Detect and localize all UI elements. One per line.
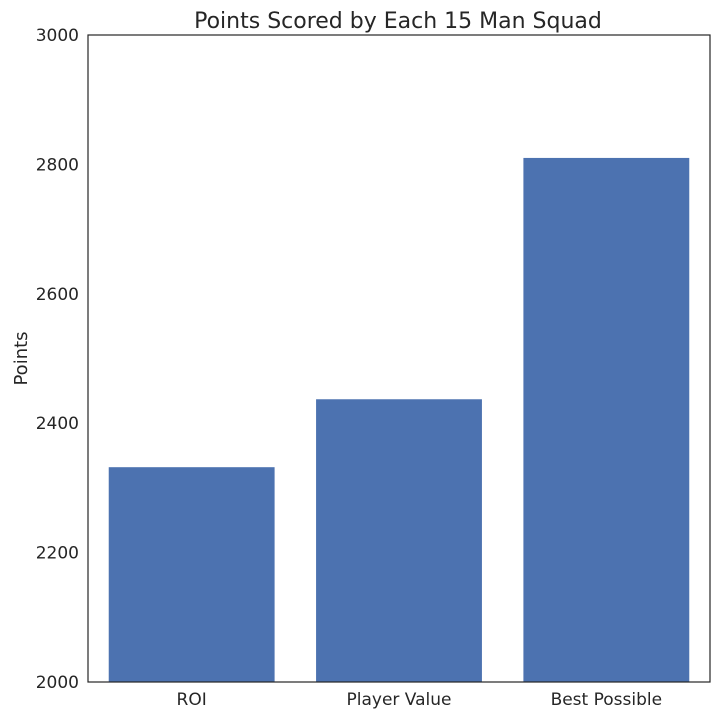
bar-roi (108, 467, 275, 682)
bars-layer (108, 157, 690, 682)
y-axis-label: Points (11, 331, 32, 385)
plot-frame (87, 34, 711, 683)
y-tick-label: 2800 (36, 155, 79, 175)
x-tick-label: Player Value (347, 690, 452, 710)
x-axis-ticks: ROI Player Value Best Possible (177, 690, 663, 710)
x-tick-label: Best Possible (551, 690, 663, 710)
chart-title: Points Scored by Each 15 Man Squad (194, 9, 602, 34)
bar-best-possible (523, 157, 690, 682)
y-tick-label: 3000 (36, 26, 79, 46)
y-tick-label: 2400 (36, 414, 79, 434)
y-axis-ticks: 2000 2200 2400 2600 2800 3000 (36, 26, 79, 693)
y-tick-label: 2000 (36, 673, 79, 693)
x-tick-label: ROI (177, 690, 207, 710)
y-tick-label: 2200 (36, 544, 79, 564)
y-tick-label: 2600 (36, 285, 79, 305)
bar-player-value (316, 399, 482, 682)
